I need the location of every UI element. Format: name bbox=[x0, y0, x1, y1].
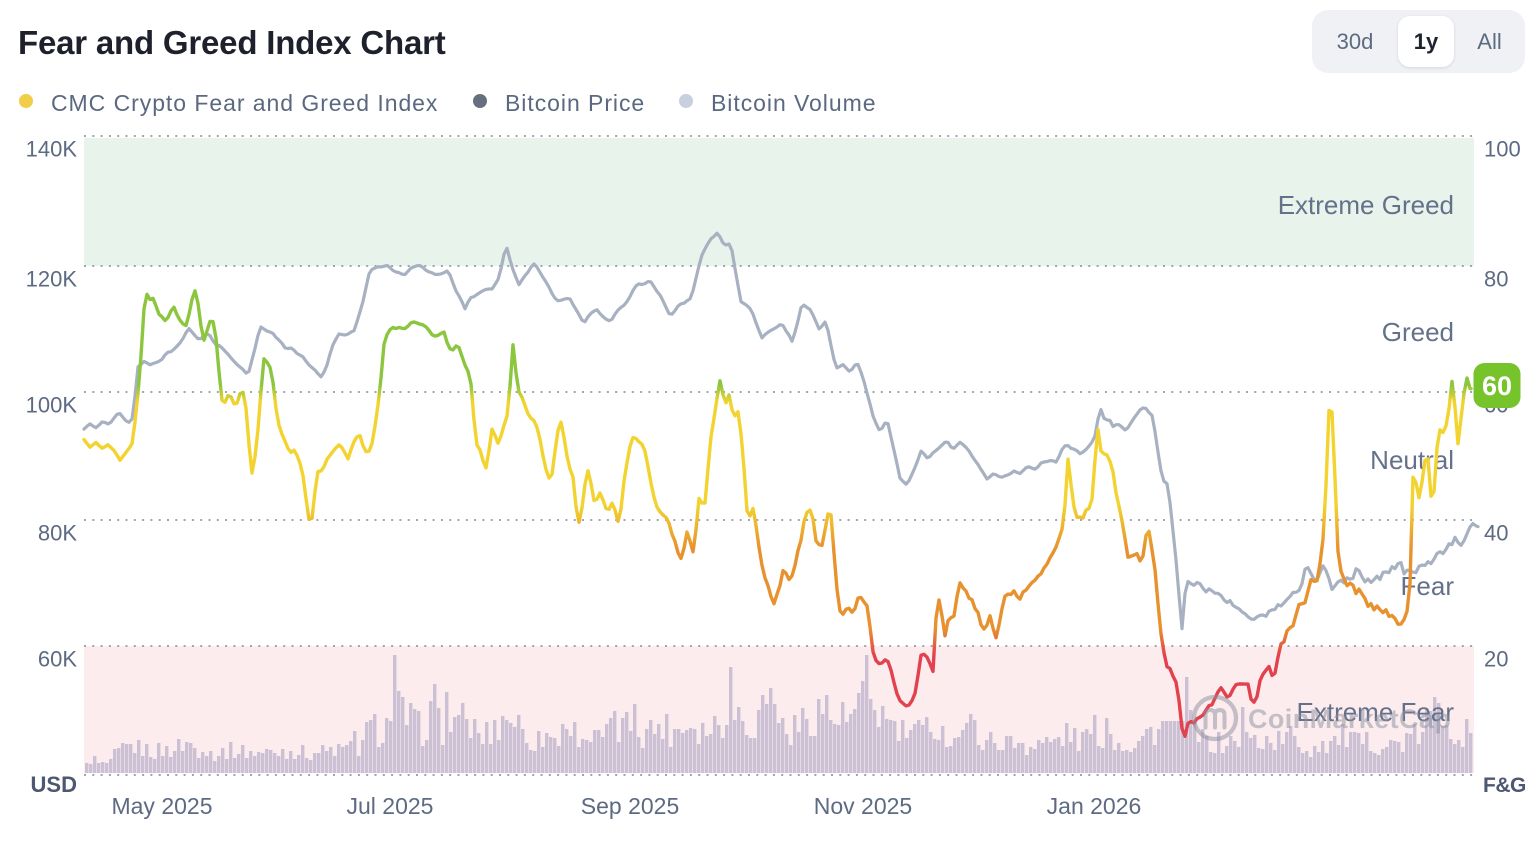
svg-text:F&G: F&G bbox=[1483, 774, 1526, 797]
svg-text:Extreme Greed: Extreme Greed bbox=[1278, 190, 1454, 220]
svg-text:May 2025: May 2025 bbox=[111, 793, 212, 819]
svg-text:Jul 2025: Jul 2025 bbox=[347, 793, 434, 819]
svg-text:Jan 2026: Jan 2026 bbox=[1047, 793, 1142, 819]
svg-text:Neutral: Neutral bbox=[1370, 445, 1454, 475]
svg-text:60K: 60K bbox=[38, 647, 77, 672]
svg-text:80K: 80K bbox=[38, 521, 77, 546]
svg-text:Sep 2025: Sep 2025 bbox=[581, 793, 679, 819]
svg-text:Greed: Greed bbox=[1382, 317, 1454, 347]
svg-text:Nov 2025: Nov 2025 bbox=[814, 793, 912, 819]
svg-text:CoinMarketCap: CoinMarketCap bbox=[1248, 704, 1451, 734]
svg-text:40: 40 bbox=[1484, 521, 1508, 546]
svg-text:60: 60 bbox=[1482, 371, 1512, 401]
svg-text:100: 100 bbox=[1484, 137, 1521, 162]
svg-text:140K: 140K bbox=[26, 137, 78, 162]
svg-text:USD: USD bbox=[31, 772, 77, 797]
svg-text:Extreme Fear: Extreme Fear bbox=[1297, 697, 1455, 727]
svg-text:80: 80 bbox=[1484, 267, 1508, 292]
svg-text:100K: 100K bbox=[26, 393, 78, 418]
svg-text:120K: 120K bbox=[26, 267, 78, 292]
svg-text:20: 20 bbox=[1484, 647, 1508, 672]
